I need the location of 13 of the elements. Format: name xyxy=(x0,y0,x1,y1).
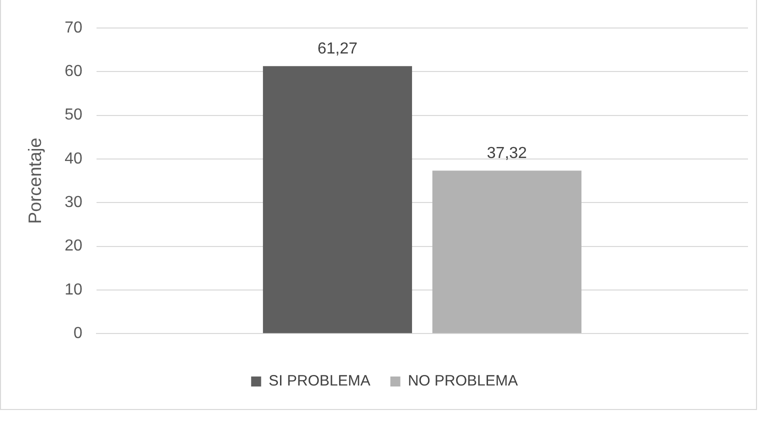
y-tick-label: 10 xyxy=(64,281,82,298)
y-tick-label: 50 xyxy=(64,106,82,124)
y-tick-label: 20 xyxy=(64,238,82,255)
data-label: 37,32 xyxy=(486,145,528,162)
y-tick-label: 30 xyxy=(64,194,82,212)
legend-label: NO PROBLEMA xyxy=(408,372,518,390)
y-tick-label: 60 xyxy=(64,63,82,80)
y-axis-title: Porcentaje xyxy=(24,138,45,224)
y-tick-label: 70 xyxy=(64,19,82,36)
y-tick-label: 40 xyxy=(64,150,82,168)
legend-label: SI PROBLEMA xyxy=(268,372,370,390)
y-tick-label: 0 xyxy=(73,325,82,342)
data-label: 61,27 xyxy=(317,40,358,58)
